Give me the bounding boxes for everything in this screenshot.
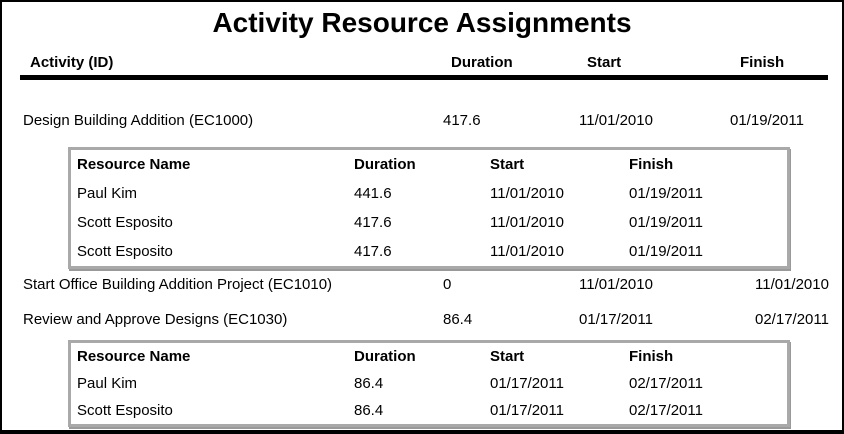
- column-header-row: Activity (ID) Duration Start Finish: [2, 54, 842, 74]
- resource-finish: 02/17/2011: [629, 402, 703, 419]
- resource-row: Paul Kim 441.6 11/01/2010 01/19/2011: [71, 179, 787, 208]
- activity-finish: 01/19/2011: [730, 112, 804, 129]
- resource-name: Scott Esposito: [77, 214, 173, 231]
- resource-header-start: Start: [490, 156, 525, 173]
- activity-start: 01/17/2011: [579, 311, 653, 328]
- resource-table-ec1030: Resource Name Duration Start Finish Paul…: [68, 340, 790, 427]
- activity-start: 11/01/2010: [579, 276, 653, 293]
- column-header-activity: Activity (ID): [30, 54, 114, 71]
- resource-row: Scott Esposito 417.6 11/01/2010 01/19/20…: [71, 208, 787, 237]
- column-header-duration: Duration: [451, 54, 513, 71]
- resource-name: Paul Kim: [77, 375, 138, 392]
- resource-header-finish: Finish: [629, 156, 674, 173]
- resource-duration: 417.6: [354, 214, 392, 231]
- resource-header-duration: Duration: [354, 156, 416, 173]
- activity-duration: 0: [443, 276, 452, 293]
- activity-name: Design Building Addition (EC1000): [23, 112, 254, 129]
- resource-header-name: Resource Name: [77, 348, 191, 365]
- header-rule: [20, 75, 828, 80]
- resource-finish: 01/19/2011: [629, 214, 703, 231]
- resource-name: Scott Esposito: [77, 402, 173, 419]
- resource-start: 11/01/2010: [490, 243, 564, 260]
- activity-name: Review and Approve Designs (EC1030): [23, 311, 288, 328]
- resource-header-start: Start: [490, 348, 525, 365]
- resource-header-name: Resource Name: [77, 156, 191, 173]
- resource-duration: 86.4: [354, 402, 384, 419]
- resource-duration: 417.6: [354, 243, 392, 260]
- resource-finish: 01/19/2011: [629, 185, 703, 202]
- resource-finish: 02/17/2011: [629, 375, 703, 392]
- activity-start: 11/01/2010: [579, 112, 653, 129]
- activity-duration: 417.6: [443, 112, 481, 129]
- report-title: Activity Resource Assignments: [212, 7, 632, 38]
- resource-start: 01/17/2011: [490, 402, 564, 419]
- resource-header-finish: Finish: [629, 348, 674, 365]
- resource-row: Scott Esposito 86.4 01/17/2011 02/17/201…: [71, 397, 787, 424]
- activity-name: Start Office Building Addition Project (…: [23, 276, 333, 293]
- resource-start: 01/17/2011: [490, 375, 564, 392]
- column-header-start: Start: [587, 54, 622, 71]
- activity-duration: 86.4: [443, 311, 473, 328]
- column-header-finish: Finish: [740, 54, 785, 71]
- resource-table-ec1000: Resource Name Duration Start Finish Paul…: [68, 147, 790, 269]
- activity-finish: 11/01/2010: [755, 276, 829, 293]
- resource-table-header-row: Resource Name Duration Start Finish: [71, 150, 787, 179]
- resource-row: Paul Kim 86.4 01/17/2011 02/17/2011: [71, 370, 787, 397]
- resource-duration: 86.4: [354, 375, 384, 392]
- resource-duration: 441.6: [354, 185, 392, 202]
- resource-start: 11/01/2010: [490, 185, 564, 202]
- activity-row-ec1000: Design Building Addition (EC1000) 417.6 …: [2, 112, 842, 132]
- activity-finish: 02/17/2011: [755, 311, 829, 328]
- resource-name: Paul Kim: [77, 185, 138, 202]
- activity-row-ec1010: Start Office Building Addition Project (…: [2, 276, 842, 296]
- resource-table-header-row: Resource Name Duration Start Finish: [71, 343, 787, 370]
- activity-row-ec1030: Review and Approve Designs (EC1030) 86.4…: [2, 311, 842, 331]
- resource-header-duration: Duration: [354, 348, 416, 365]
- resource-name: Scott Esposito: [77, 243, 173, 260]
- resource-row: Scott Esposito 417.6 11/01/2010 01/19/20…: [71, 237, 787, 266]
- resource-finish: 01/19/2011: [629, 243, 703, 260]
- resource-start: 11/01/2010: [490, 214, 564, 231]
